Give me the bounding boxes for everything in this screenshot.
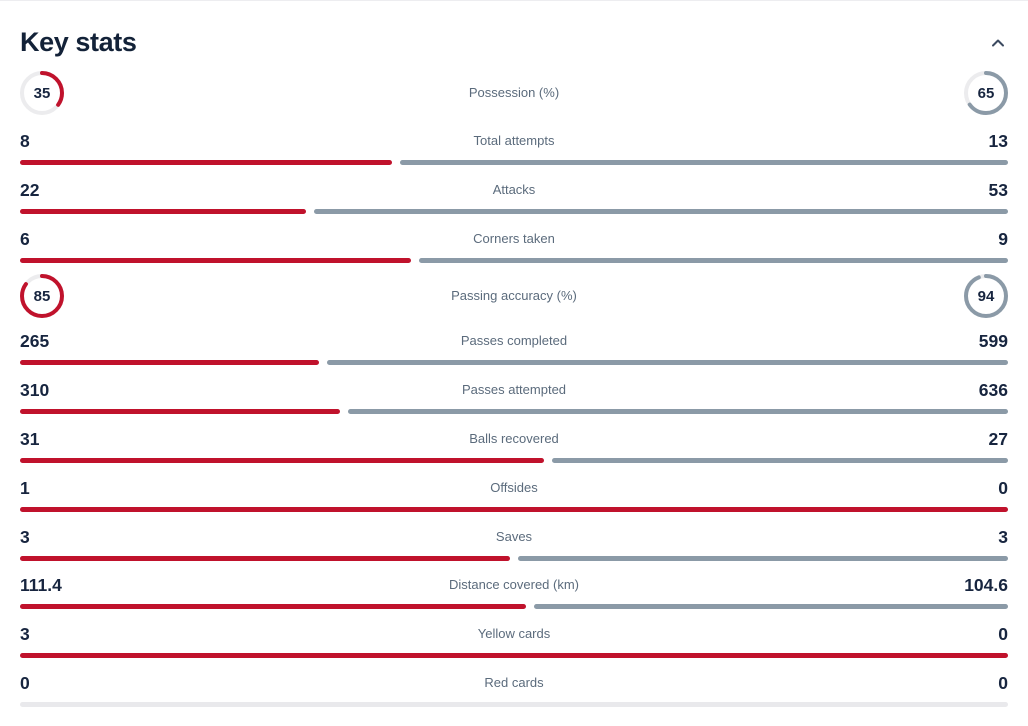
- stat-row-offsides: 1 Offsides 0: [20, 470, 1008, 519]
- home-value: 111.4: [20, 575, 62, 596]
- home-value: 1: [20, 477, 30, 498]
- home-value: 3: [20, 526, 30, 547]
- stat-bar: [20, 555, 1008, 561]
- away-value: 65: [977, 84, 995, 102]
- stat-row-attacks: 22 Attacks 53: [20, 172, 1008, 221]
- stat-label: Saves: [495, 528, 533, 544]
- stat-bar: [20, 257, 1008, 263]
- home-value: 265: [20, 331, 50, 352]
- away-value: 53: [988, 179, 1008, 200]
- home-bar: [20, 160, 393, 165]
- stat-label: Yellow cards: [477, 626, 551, 642]
- stat-bar: [20, 208, 1008, 214]
- home-bar: [20, 604, 526, 610]
- home-value: 3: [20, 624, 30, 645]
- stat-bar: [20, 701, 1008, 707]
- home-bar: [20, 653, 1008, 659]
- stat-bar: [20, 604, 1008, 610]
- stat-label: Red cards: [484, 674, 544, 690]
- stat-row-red-cards: 0 Red cards 0: [20, 665, 1008, 714]
- stat-row-balls-recovered: 31 Balls recovered 27: [20, 421, 1008, 470]
- stat-row-yellow-cards: 3 Yellow cards 0: [20, 616, 1008, 665]
- stats-rows: 35 Possession (%) 65 8 Total attempts 13 22 Att…: [20, 63, 1008, 714]
- stat-row-saves: 3 Saves 3: [20, 519, 1008, 568]
- away-value: 0: [998, 672, 1008, 693]
- away-donut: 94: [964, 274, 1008, 319]
- away-bar: [400, 160, 1008, 165]
- stat-bar: [20, 457, 1008, 463]
- home-value: 310: [20, 380, 50, 401]
- stat-bar: [20, 409, 1008, 415]
- away-bar: [419, 257, 1008, 263]
- away-bar: [347, 409, 1008, 415]
- away-bar: [313, 208, 1008, 214]
- neutral-bar: [20, 701, 1008, 707]
- stat-label: Passes attempted: [461, 382, 567, 398]
- home-value: 8: [20, 131, 30, 151]
- home-bar: [20, 506, 1008, 512]
- away-value: 636: [978, 380, 1008, 401]
- stat-bar: [20, 506, 1008, 512]
- home-bar: [20, 360, 320, 366]
- home-donut: 85: [20, 274, 64, 319]
- stat-label: Attacks: [492, 181, 536, 197]
- stat-label: Distance covered (km): [448, 577, 580, 593]
- home-value: 31: [20, 428, 40, 449]
- home-bar: [20, 257, 412, 263]
- stat-label: Passing accuracy (%): [451, 288, 577, 304]
- collapse-button[interactable]: [988, 35, 1008, 51]
- home-bar: [20, 457, 545, 463]
- chevron-up-icon: [990, 37, 1006, 49]
- stat-row-distance-covered-km: 111.4 Distance covered (km) 104.6: [20, 567, 1008, 616]
- away-value: 104.6: [964, 575, 1008, 596]
- stat-label: Corners taken: [473, 230, 555, 246]
- stat-label: Passes completed: [460, 333, 568, 349]
- away-donut: 65: [964, 71, 1008, 115]
- home-bar: [20, 208, 306, 214]
- panel-header: Key stats: [20, 1, 1008, 63]
- stat-label: Total attempts: [473, 133, 555, 148]
- stat-row-corners-taken: 6 Corners taken 9: [20, 221, 1008, 270]
- home-value: 35: [33, 84, 51, 102]
- home-value: 6: [20, 228, 30, 249]
- stat-row-total-attempts: 8 Total attempts 13: [20, 123, 1008, 172]
- stat-row-passing-accuracy: 85 Passing accuracy (%) 94: [20, 269, 1008, 323]
- away-value: 3: [998, 526, 1008, 547]
- away-value: 9: [998, 228, 1008, 249]
- stat-row-passes-attempted: 310 Passes attempted 636: [20, 372, 1008, 421]
- stat-bar: [20, 653, 1008, 659]
- home-value: 85: [33, 287, 51, 305]
- home-value: 22: [20, 179, 40, 200]
- away-value: 0: [998, 477, 1008, 498]
- away-bar: [518, 555, 1008, 561]
- stat-row-passes-completed: 265 Passes completed 599: [20, 323, 1008, 372]
- away-value: 599: [978, 331, 1008, 352]
- away-bar: [327, 360, 1008, 366]
- away-value: 0: [998, 624, 1008, 645]
- away-value: 13: [988, 131, 1008, 151]
- away-bar: [533, 604, 1008, 610]
- stat-row-possession: 35 Possession (%) 65: [20, 63, 1008, 123]
- home-bar: [20, 409, 340, 415]
- home-donut: 35: [20, 71, 64, 115]
- stat-bar: [20, 360, 1008, 366]
- home-value: 0: [20, 672, 30, 693]
- stat-label: Balls recovered: [469, 430, 559, 446]
- away-value: 27: [988, 428, 1008, 449]
- stat-label: Offsides: [490, 479, 538, 495]
- stat-bar: [20, 160, 1008, 165]
- panel-title: Key stats: [20, 27, 137, 58]
- away-value: 94: [977, 287, 995, 305]
- stat-label: Possession (%): [468, 85, 560, 100]
- home-bar: [20, 555, 510, 561]
- away-bar: [552, 457, 1008, 463]
